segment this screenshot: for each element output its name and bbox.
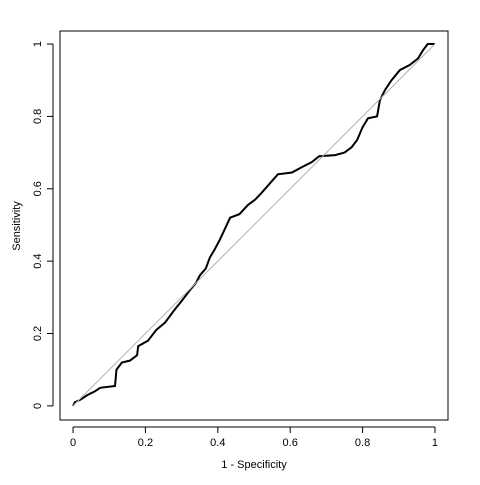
y-axis-label: Sensitivity <box>11 201 23 251</box>
y-tick-label: 0.2 <box>32 326 44 341</box>
x-tick-label: 0.2 <box>138 437 153 449</box>
plot-box <box>59 30 449 421</box>
y-tick-label: 0.8 <box>32 109 44 124</box>
y-tick-label: 0.4 <box>32 253 44 268</box>
y-tick-label: 0 <box>32 403 44 409</box>
x-tick-label: 0.8 <box>355 437 370 449</box>
x-tick-label: 0.6 <box>283 437 298 449</box>
reference-line <box>72 43 436 407</box>
x-tick-label: 0.4 <box>210 437 225 449</box>
x-tick-label: 0 <box>70 437 76 449</box>
y-tick-label: 0.6 <box>32 181 44 196</box>
x-axis-label: 1 - Specificity <box>221 459 287 471</box>
y-tick-label: 1 <box>32 41 44 47</box>
roc-curve <box>72 43 435 407</box>
x-tick-label: 1 <box>432 437 438 449</box>
